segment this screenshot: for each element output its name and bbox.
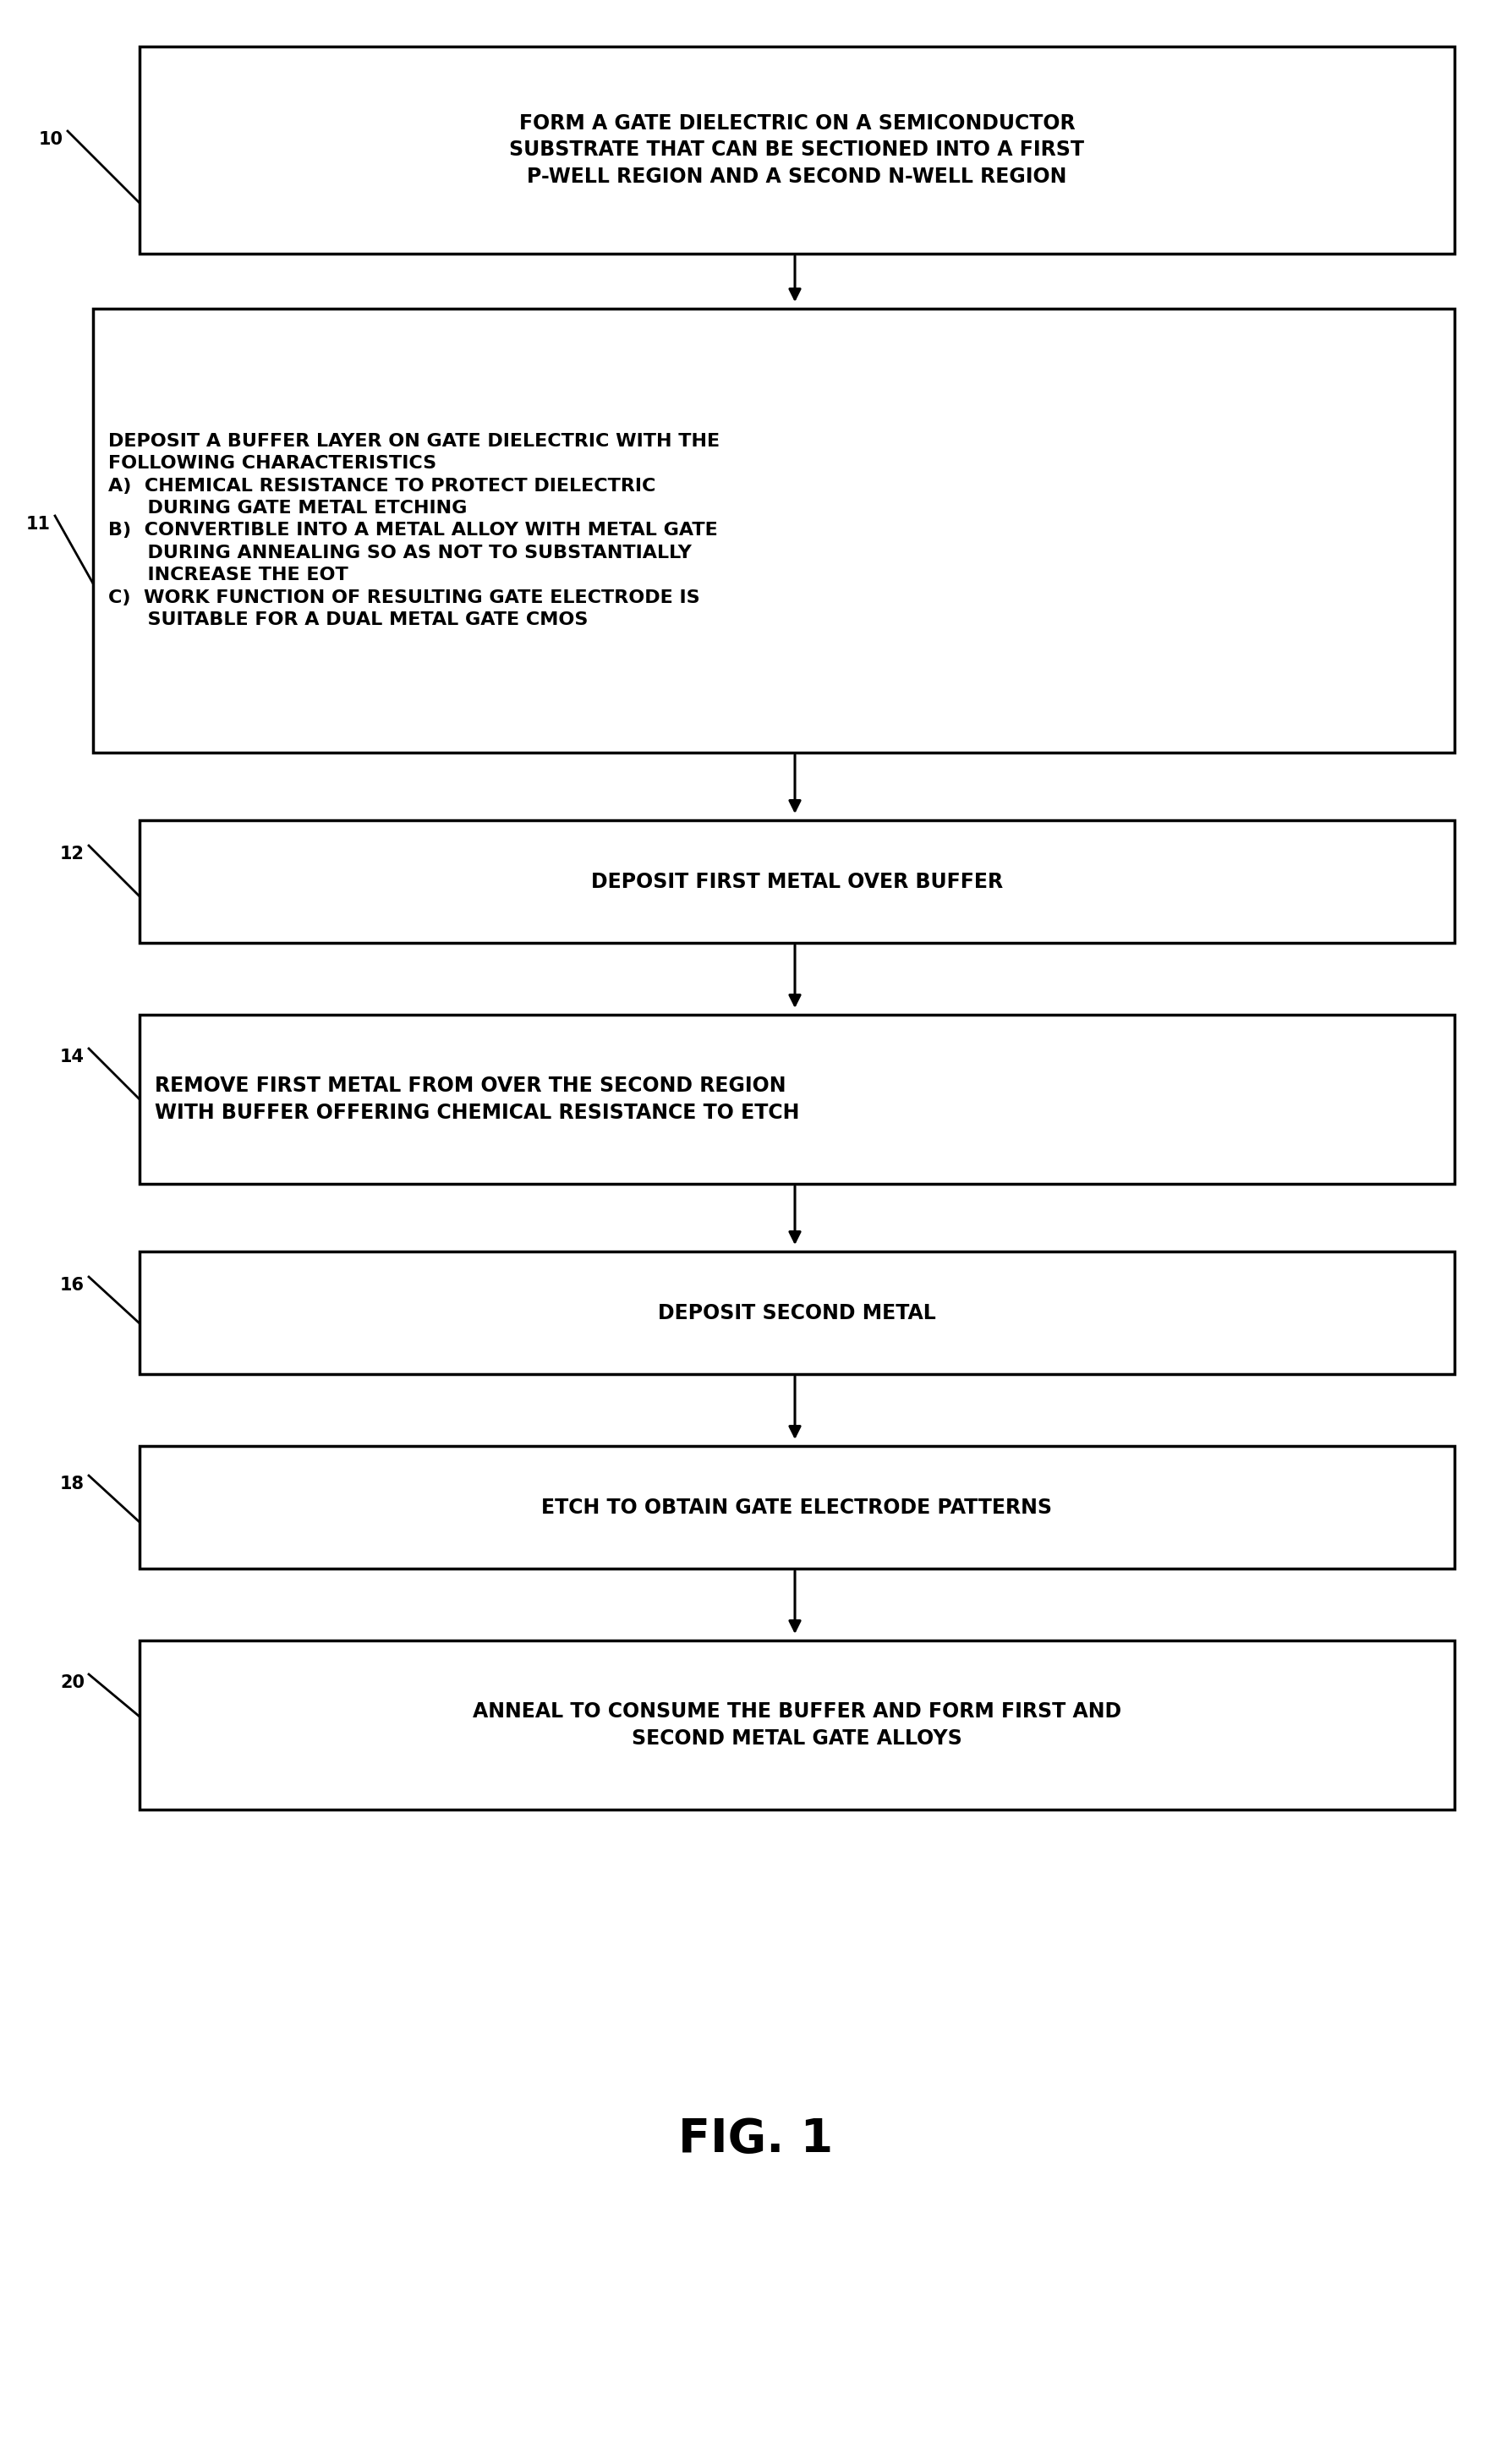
Text: DEPOSIT A BUFFER LAYER ON GATE DIELECTRIC WITH THE
FOLLOWING CHARACTERISTICS
A) : DEPOSIT A BUFFER LAYER ON GATE DIELECTRI… [109,433,720,630]
Bar [139,1446,1455,1569]
Text: 16: 16 [60,1276,85,1293]
Bar [139,1016,1455,1183]
Text: FIG. 1: FIG. 1 [679,2117,833,2161]
Text: FORM A GATE DIELECTRIC ON A SEMICONDUCTOR
SUBSTRATE THAT CAN BE SECTIONED INTO A: FORM A GATE DIELECTRIC ON A SEMICONDUCTO… [510,113,1084,187]
Text: 20: 20 [60,1675,85,1692]
Text: ANNEAL TO CONSUME THE BUFFER AND FORM FIRST AND
SECOND METAL GATE ALLOYS: ANNEAL TO CONSUME THE BUFFER AND FORM FI… [473,1702,1122,1748]
Bar [94,310,1455,752]
Text: 10: 10 [39,130,64,148]
Bar [139,1640,1455,1810]
Text: 14: 14 [60,1048,85,1065]
Bar [139,1252,1455,1375]
Text: 11: 11 [26,516,51,534]
Text: ETCH TO OBTAIN GATE ELECTRODE PATTERNS: ETCH TO OBTAIN GATE ELECTRODE PATTERNS [541,1498,1052,1517]
Bar [139,821,1455,942]
Text: 12: 12 [60,846,85,863]
Text: REMOVE FIRST METAL FROM OVER THE SECOND REGION
WITH BUFFER OFFERING CHEMICAL RES: REMOVE FIRST METAL FROM OVER THE SECOND … [154,1075,800,1124]
Bar [139,47,1455,253]
Text: 18: 18 [60,1475,85,1493]
Text: DEPOSIT SECOND METAL: DEPOSIT SECOND METAL [658,1303,936,1323]
Text: DEPOSIT FIRST METAL OVER BUFFER: DEPOSIT FIRST METAL OVER BUFFER [591,870,1002,893]
